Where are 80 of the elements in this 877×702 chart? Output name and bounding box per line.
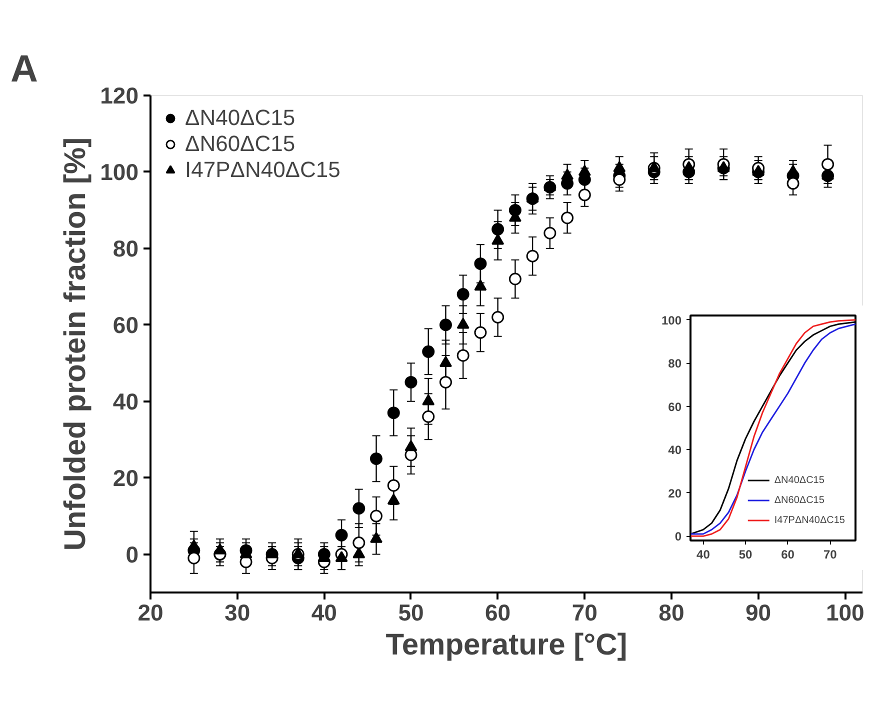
- y-tick-label: 80: [668, 356, 682, 371]
- point: [544, 226, 556, 240]
- point: [492, 234, 504, 245]
- point: [786, 177, 800, 190]
- point: [188, 540, 200, 551]
- point: [752, 164, 765, 176]
- x-axis-title: Temperature [°C]: [386, 628, 628, 662]
- x-tick-label: 90: [746, 600, 772, 626]
- point: [578, 188, 591, 202]
- point: [404, 440, 418, 452]
- point: [456, 288, 470, 301]
- point: [822, 168, 834, 180]
- point: [474, 257, 487, 270]
- point: [492, 223, 504, 236]
- point: [474, 280, 487, 291]
- point: [352, 536, 366, 550]
- x-tick-label: 50: [398, 600, 424, 626]
- point: [439, 376, 452, 388]
- point: [526, 250, 539, 262]
- point: [370, 532, 383, 543]
- point: [492, 311, 504, 324]
- x-tick-label: 40: [311, 600, 337, 626]
- legend-label: ΔN40ΔC15: [774, 474, 824, 486]
- y-tick-label: 100: [661, 313, 682, 328]
- x-tick-label: 100: [826, 600, 864, 626]
- point: [561, 168, 574, 180]
- y-tick-label: 40: [112, 388, 139, 414]
- legend-label: I47PΔN40ΔC15: [774, 514, 845, 526]
- point: [370, 510, 383, 522]
- y-tick-label: 100: [100, 158, 138, 185]
- y-tick-label: 80: [112, 235, 139, 262]
- point: [387, 479, 400, 492]
- x-tick-label: 60: [781, 548, 795, 562]
- legend-label: ΔN40ΔC15: [185, 105, 296, 131]
- point: [613, 161, 626, 172]
- y-tick-label: 0: [126, 541, 139, 568]
- x-tick-label: 20: [138, 600, 164, 626]
- x-tick-label: 70: [572, 600, 598, 626]
- point: [387, 494, 400, 505]
- point: [404, 376, 418, 388]
- point: [214, 543, 226, 554]
- y-tick-label: 60: [668, 400, 682, 414]
- point: [456, 318, 470, 329]
- y-tick-label: 40: [668, 443, 682, 458]
- point: [561, 212, 574, 224]
- point: [335, 550, 348, 562]
- x-tick-label: 60: [485, 600, 511, 626]
- point: [352, 547, 366, 558]
- x-tick-label: 40: [696, 548, 710, 562]
- chart-title: A: [10, 48, 38, 90]
- point: [474, 326, 487, 339]
- point: [439, 356, 452, 368]
- point: [439, 318, 452, 332]
- point: [387, 406, 400, 420]
- point: [188, 552, 200, 564]
- y-axis-title: Unfolded protein fraction [%]: [59, 137, 92, 551]
- y-tick-label: 0: [674, 530, 682, 544]
- legend-label: I47PΔN40ΔC15: [185, 157, 340, 183]
- point: [422, 410, 435, 423]
- point: [370, 452, 383, 465]
- x-tick-label: 30: [224, 600, 250, 626]
- point: [822, 158, 834, 171]
- point: [578, 164, 591, 176]
- point: [786, 164, 800, 176]
- y-tick-label: 20: [668, 486, 682, 500]
- point: [456, 349, 470, 362]
- x-tick-label: 50: [738, 548, 752, 562]
- y-tick-label: 120: [100, 82, 138, 108]
- y-tick-label: 20: [112, 464, 139, 491]
- legend-label: ΔN60ΔC15: [774, 494, 824, 506]
- point: [422, 345, 435, 358]
- point: [422, 394, 435, 406]
- point: [682, 161, 696, 172]
- point: [352, 502, 366, 515]
- point: [508, 272, 522, 286]
- y-tick-label: 60: [112, 312, 139, 338]
- point: [613, 173, 626, 186]
- point: [335, 528, 348, 542]
- x-tick-label: 70: [823, 548, 838, 562]
- legend-label: ΔN60ΔC15: [185, 131, 296, 157]
